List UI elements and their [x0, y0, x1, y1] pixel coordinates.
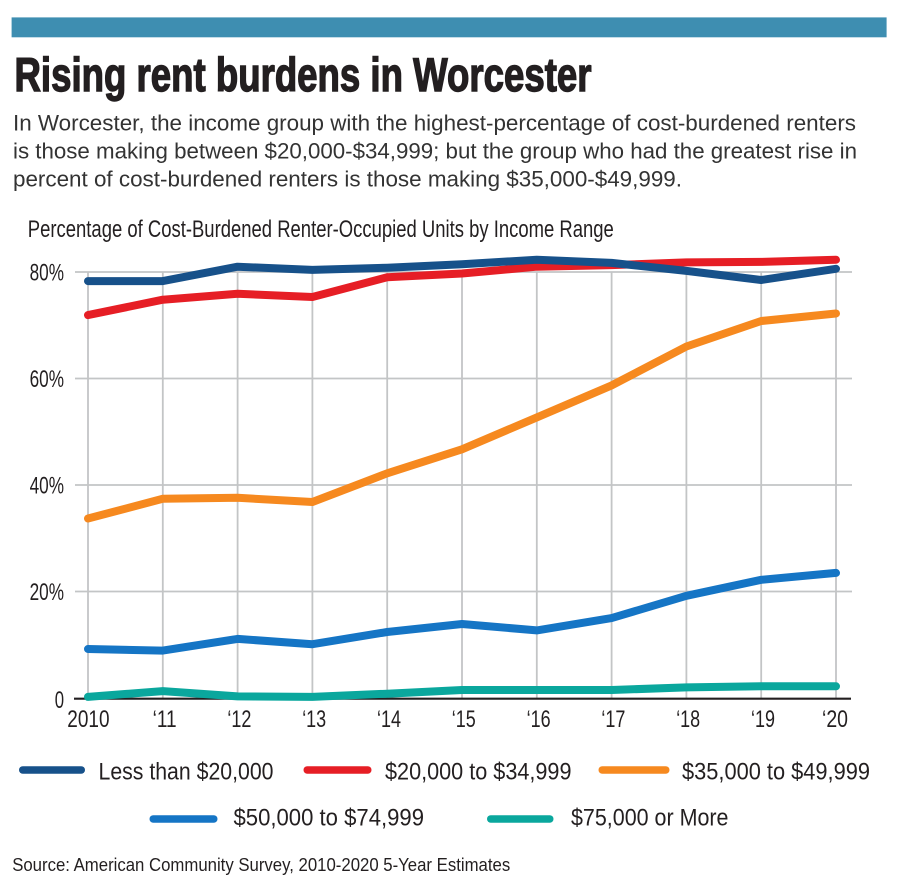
svg-text:$50,000 to $74,999: $50,000 to $74,999 — [234, 805, 425, 832]
svg-text:Rising rent burdens in Worcest: Rising rent burdens in Worcester — [15, 48, 592, 101]
svg-text:60%: 60% — [30, 366, 64, 393]
svg-text:‘11: ‘11 — [153, 706, 177, 733]
svg-text:‘12: ‘12 — [227, 706, 251, 733]
svg-text:‘15: ‘15 — [452, 706, 476, 733]
svg-text:‘18: ‘18 — [676, 706, 700, 733]
svg-text:‘14: ‘14 — [377, 706, 401, 733]
svg-text:In Worcester, the income group: In Worcester, the income group with the … — [13, 111, 856, 136]
svg-text:is those making between $20,00: is those making between $20,000-$34,999;… — [13, 139, 857, 164]
svg-text:$20,000 to $34,999: $20,000 to $34,999 — [385, 759, 572, 786]
svg-text:$75,000 or More: $75,000 or More — [571, 805, 729, 832]
svg-text:80%: 80% — [30, 260, 64, 287]
svg-text:Less than $20,000: Less than $20,000 — [99, 759, 274, 786]
svg-text:‘17: ‘17 — [601, 706, 625, 733]
svg-text:2010: 2010 — [67, 706, 109, 733]
svg-text:$35,000 to $49,999: $35,000 to $49,999 — [682, 759, 870, 786]
svg-text:Source: American Community Sur: Source: American Community Survey, 2010-… — [12, 854, 510, 875]
svg-text:Percentage of Cost-Burdened Re: Percentage of Cost-Burdened Renter-Occup… — [28, 216, 614, 243]
svg-text:‘13: ‘13 — [302, 706, 326, 733]
svg-text:20%: 20% — [30, 579, 64, 606]
svg-text:40%: 40% — [30, 473, 64, 500]
svg-text:‘20: ‘20 — [822, 706, 848, 733]
svg-text:percent of cost-burdened rente: percent of cost-burdened renters is thos… — [13, 167, 682, 192]
svg-text:‘19: ‘19 — [751, 706, 775, 733]
svg-text:‘16: ‘16 — [527, 706, 551, 733]
svg-text:0: 0 — [55, 687, 64, 714]
